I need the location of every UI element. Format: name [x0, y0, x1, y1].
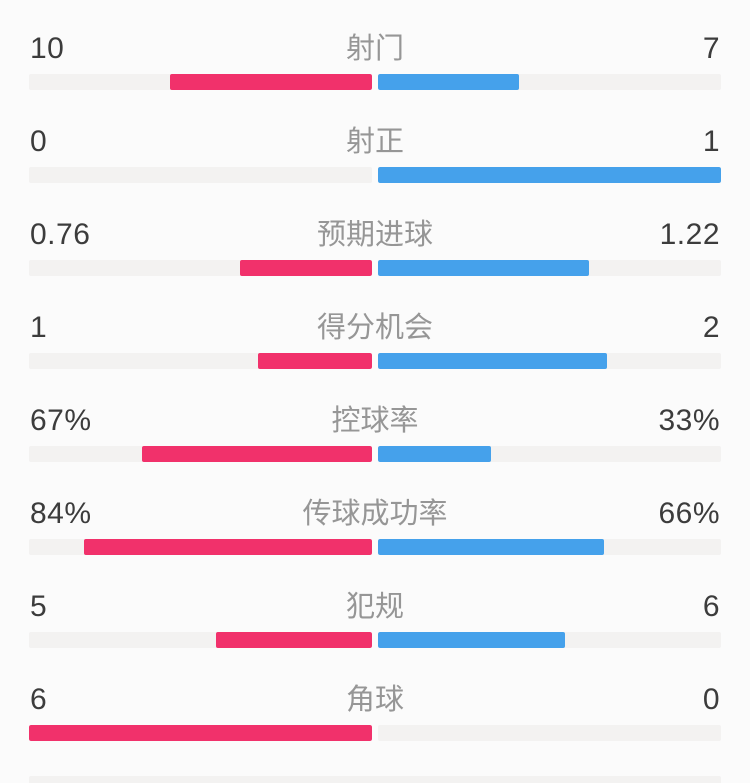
left-value: 5 — [30, 590, 48, 623]
left-bar — [257, 353, 372, 369]
right-bar-track — [378, 632, 721, 648]
right-bar-track — [378, 725, 721, 741]
right-bar-track — [378, 353, 721, 369]
stat-label: 角球 — [345, 684, 404, 716]
right-bar — [378, 446, 492, 462]
right-value: 6 — [702, 590, 720, 623]
left-bar — [29, 725, 372, 741]
stat-row: 5 犯规 6 — [0, 592, 750, 648]
left-bar — [142, 446, 372, 462]
left-bar-track — [29, 539, 372, 555]
stat-label: 控球率 — [331, 405, 419, 437]
stat-bars — [0, 74, 750, 90]
right-value: 0 — [702, 683, 720, 716]
right-value: 1.22 — [659, 218, 720, 251]
stat-row: 0 射正 1 — [0, 127, 750, 183]
stat-line: 1 得分机会 2 — [0, 311, 750, 344]
left-value: 10 — [30, 32, 65, 65]
right-value: 7 — [702, 32, 720, 65]
left-bar-track — [29, 260, 372, 276]
stat-bars — [0, 632, 750, 648]
stat-bars — [0, 167, 750, 183]
left-bar — [170, 74, 372, 90]
right-bar — [378, 632, 566, 648]
stat-line: 67% 控球率 33% — [0, 404, 750, 437]
stat-label: 射正 — [345, 126, 404, 158]
stat-label: 预期进球 — [316, 219, 433, 251]
left-bar-track — [29, 446, 372, 462]
right-bar-track — [378, 167, 721, 183]
stat-row: 0.76 预期进球 1.22 — [0, 220, 750, 276]
stat-line: 6 角球 0 — [0, 683, 750, 716]
stat-line: 5 犯规 6 — [0, 590, 750, 623]
left-bar-track — [29, 74, 372, 90]
stat-line: 10 射门 7 — [0, 32, 750, 65]
right-bar — [378, 167, 721, 183]
right-bar — [378, 353, 607, 369]
stat-bars — [0, 539, 750, 555]
stat-bars — [0, 353, 750, 369]
left-bar-track — [29, 725, 372, 741]
left-bar — [240, 260, 372, 276]
right-bar-track — [378, 539, 721, 555]
stat-row: 6 角球 0 — [0, 685, 750, 741]
left-value: 67% — [30, 404, 92, 437]
right-value: 1 — [702, 125, 720, 158]
right-bar-track — [378, 260, 721, 276]
stat-line: 84% 传球成功率 66% — [0, 497, 750, 530]
stat-line: 0 射正 1 — [0, 125, 750, 158]
right-bar-track — [378, 74, 721, 90]
stat-row: 10 射门 7 — [0, 34, 750, 90]
right-value: 2 — [702, 311, 720, 344]
left-value: 1 — [30, 311, 48, 344]
right-value: 33% — [658, 404, 720, 437]
right-bar — [378, 74, 520, 90]
left-value: 6 — [30, 683, 48, 716]
stat-label: 射门 — [345, 33, 404, 65]
left-value: 84% — [30, 497, 92, 530]
stat-bars — [0, 725, 750, 741]
left-bar — [216, 632, 372, 648]
left-value: 0 — [30, 125, 48, 158]
stat-label: 得分机会 — [316, 312, 433, 344]
right-bar — [378, 260, 590, 276]
stat-line: 0.76 预期进球 1.22 — [0, 218, 750, 251]
left-bar-track — [29, 167, 372, 183]
stat-row: 84% 传球成功率 66% — [0, 499, 750, 555]
stat-label: 犯规 — [345, 591, 404, 623]
stat-row: 1 得分机会 2 — [0, 313, 750, 369]
left-bar — [83, 539, 372, 555]
stat-bars — [0, 446, 750, 462]
right-value: 66% — [658, 497, 720, 530]
next-row-partial-track — [29, 776, 721, 783]
stat-row: 67% 控球率 33% — [0, 406, 750, 462]
stat-rows-container: 10 射门 7 0 射正 1 0.7 — [0, 34, 750, 741]
left-bar-track — [29, 353, 372, 369]
left-value: 0.76 — [30, 218, 91, 251]
right-bar — [378, 539, 605, 555]
left-bar-track — [29, 632, 372, 648]
right-bar-track — [378, 446, 721, 462]
stat-label: 传球成功率 — [302, 498, 448, 530]
stat-bars — [0, 260, 750, 276]
